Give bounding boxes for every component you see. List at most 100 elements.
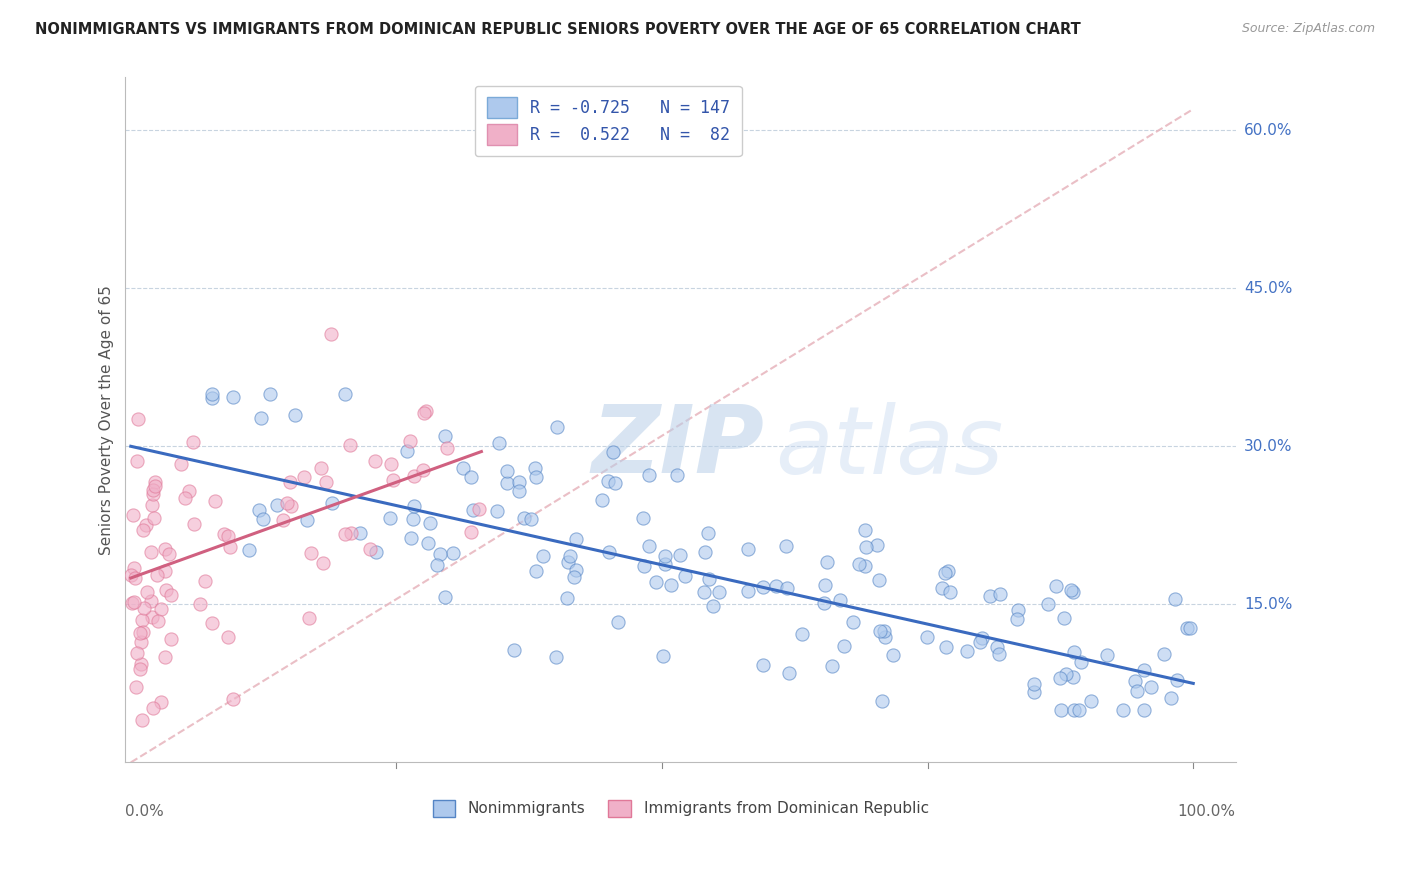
Point [821,658,844,673]
Point [1112,703,1135,717]
Point [299,546,322,560]
Point [531,549,554,564]
Point [915,630,938,644]
Point [183,516,205,531]
Point [276,496,298,510]
Point [141,609,163,624]
Point [364,545,387,559]
Point [828,592,851,607]
Point [201,391,224,405]
Point [201,386,224,401]
Point [155,650,177,665]
Point [988,587,1011,601]
Point [461,503,484,517]
Point [1133,663,1156,677]
Point [873,624,896,638]
Point [149,695,172,709]
Point [321,496,343,510]
Point [135,517,157,532]
Point [132,524,155,538]
Point [598,545,620,559]
Point [129,635,152,649]
Point [149,601,172,615]
Point [309,461,332,475]
Point [143,475,166,489]
Point [1054,667,1077,681]
Point [142,700,165,714]
Point [399,531,422,545]
Point [1095,648,1118,663]
Text: 60.0%: 60.0% [1244,122,1292,137]
Point [520,512,543,526]
Point [1178,621,1201,635]
Point [1164,591,1187,606]
Point [778,665,800,680]
Point [128,626,150,640]
Point [122,560,145,574]
Point [848,557,870,571]
Point [654,557,676,571]
Point [557,555,579,569]
Point [380,511,402,525]
Point [1123,673,1146,688]
Point [415,404,437,418]
Point [441,546,464,560]
Point [1005,612,1028,626]
Point [335,386,357,401]
Point [247,503,270,517]
Point [866,538,889,552]
Point [737,541,759,556]
Point [939,585,962,599]
Text: NONIMMIGRANTS VS IMMIGRANTS FROM DOMINICAN REPUBLIC SENIORS POVERTY OVER THE AGE: NONIMMIGRANTS VS IMMIGRANTS FROM DOMINIC… [35,22,1081,37]
Point [659,578,682,592]
Text: 45.0%: 45.0% [1244,281,1292,296]
Point [654,549,676,564]
Point [1166,673,1188,688]
Point [124,571,146,585]
Point [120,568,142,582]
Point [297,512,319,526]
Point [380,457,402,471]
Text: 30.0%: 30.0% [1244,439,1292,454]
Point [122,594,145,608]
Point [349,526,371,541]
Point [401,512,423,526]
Point [252,512,274,526]
Point [222,692,245,706]
Point [605,476,627,491]
Point [1175,621,1198,635]
Point [468,502,491,516]
Point [339,526,361,541]
Point [219,540,242,554]
Point [607,615,630,629]
Point [693,545,716,559]
Point [508,483,530,498]
Point [159,632,181,647]
Point [271,512,294,526]
Text: 100.0%: 100.0% [1178,804,1236,819]
Point [697,572,720,586]
Point [485,503,508,517]
Point [765,579,787,593]
Point [1070,655,1092,669]
Point [598,474,620,488]
Legend: Nonimmigrants, Immigrants from Dominican Republic: Nonimmigrants, Immigrants from Dominican… [426,793,935,823]
Point [315,475,337,489]
Text: atlas: atlas [775,401,1004,493]
Point [204,494,226,508]
Point [129,662,152,676]
Point [194,574,217,589]
Point [697,525,720,540]
Point [853,523,876,537]
Point [284,408,307,422]
Point [496,476,519,491]
Point [153,564,176,578]
Point [1024,677,1046,691]
Point [436,441,458,455]
Point [238,543,260,558]
Point [129,657,152,672]
Point [127,411,149,425]
Point [523,461,546,475]
Point [591,493,613,508]
Point [1062,584,1084,599]
